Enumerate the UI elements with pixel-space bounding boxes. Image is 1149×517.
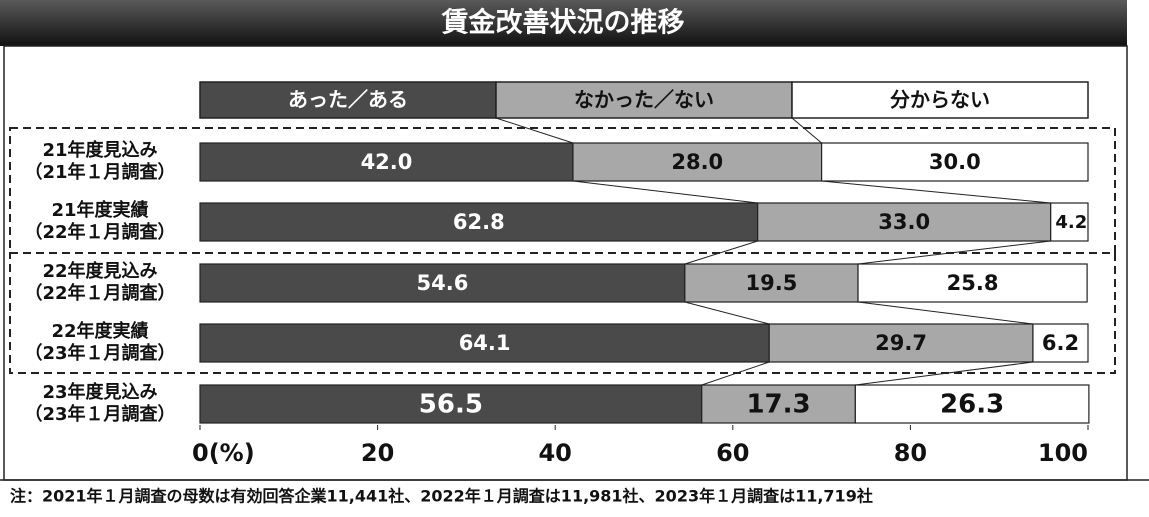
data-label: 33.0 — [878, 210, 930, 234]
legend-label: あった／ある — [288, 88, 408, 112]
data-label: 6.2 — [1042, 331, 1079, 355]
connector — [855, 361, 1034, 386]
legend-swatch — [791, 81, 1089, 119]
data-label: 19.5 — [746, 271, 798, 295]
y-tick-label: 22年度実績 — [51, 320, 148, 342]
bar — [199, 202, 759, 242]
y-tick-label: （21年１月調査） — [24, 161, 175, 183]
bar — [1050, 202, 1089, 242]
connector — [684, 301, 770, 325]
connector — [495, 117, 574, 144]
bar — [768, 323, 1034, 363]
x-tick-label: 0(%) — [192, 439, 255, 467]
data-label: 4.2 — [1055, 212, 1087, 233]
data-label: 29.7 — [875, 331, 927, 355]
data-label: 17.3 — [746, 390, 810, 420]
data-label: 26.3 — [940, 390, 1004, 420]
data-label: 54.6 — [417, 271, 469, 295]
y-tick-label: （22年１月調査） — [24, 282, 175, 304]
bar — [199, 384, 703, 424]
x-tick-label: 40 — [538, 439, 571, 467]
legend-label: なかった／ない — [574, 88, 714, 112]
bar — [857, 263, 1088, 303]
bar — [1032, 323, 1089, 363]
group-box — [9, 252, 1116, 374]
data-label: 28.0 — [671, 150, 723, 174]
bar — [854, 384, 1090, 424]
legend-label: 分からない — [890, 88, 990, 112]
connector — [857, 301, 1034, 325]
y-tick-label: 21年度実績 — [51, 199, 148, 221]
bar — [572, 142, 823, 182]
x-tick-label: 80 — [894, 439, 927, 467]
connector — [857, 240, 1051, 265]
bar — [199, 142, 574, 182]
data-label: 25.8 — [947, 271, 999, 295]
y-tick-label: （23年１月調査） — [24, 342, 175, 364]
x-tick-label: 60 — [716, 439, 749, 467]
bar — [684, 263, 859, 303]
x-tick-label: 20 — [361, 439, 394, 467]
data-label: 42.0 — [361, 150, 413, 174]
y-tick-label: （23年１月調査） — [24, 403, 175, 425]
y-tick-label: 21年度見込み — [42, 139, 157, 161]
bar — [199, 263, 686, 303]
data-label: 62.8 — [453, 210, 505, 234]
note: 注：2021年１月調査の母数は有効回答企業11,441社、2022年１月調査は1… — [10, 487, 873, 506]
y-tick-label: （22年１月調査） — [24, 221, 175, 243]
connector — [821, 180, 1051, 204]
legend-swatch — [495, 81, 793, 119]
connector — [684, 240, 758, 265]
data-label: 30.0 — [929, 150, 981, 174]
bar — [820, 142, 1089, 182]
y-tick-label: 23年度見込み — [42, 381, 157, 403]
x-tick-label: 100 — [1038, 439, 1088, 467]
connector — [791, 117, 822, 144]
connector — [572, 180, 758, 204]
bar — [701, 384, 856, 424]
y-tick-label: 22年度見込み — [42, 260, 157, 282]
chart-title: 賃金改善状況の推移 — [441, 7, 685, 39]
connector — [701, 361, 770, 386]
title-bar — [0, 0, 1127, 46]
data-label: 56.5 — [419, 390, 483, 420]
bar — [199, 323, 770, 363]
data-label: 64.1 — [459, 331, 511, 355]
